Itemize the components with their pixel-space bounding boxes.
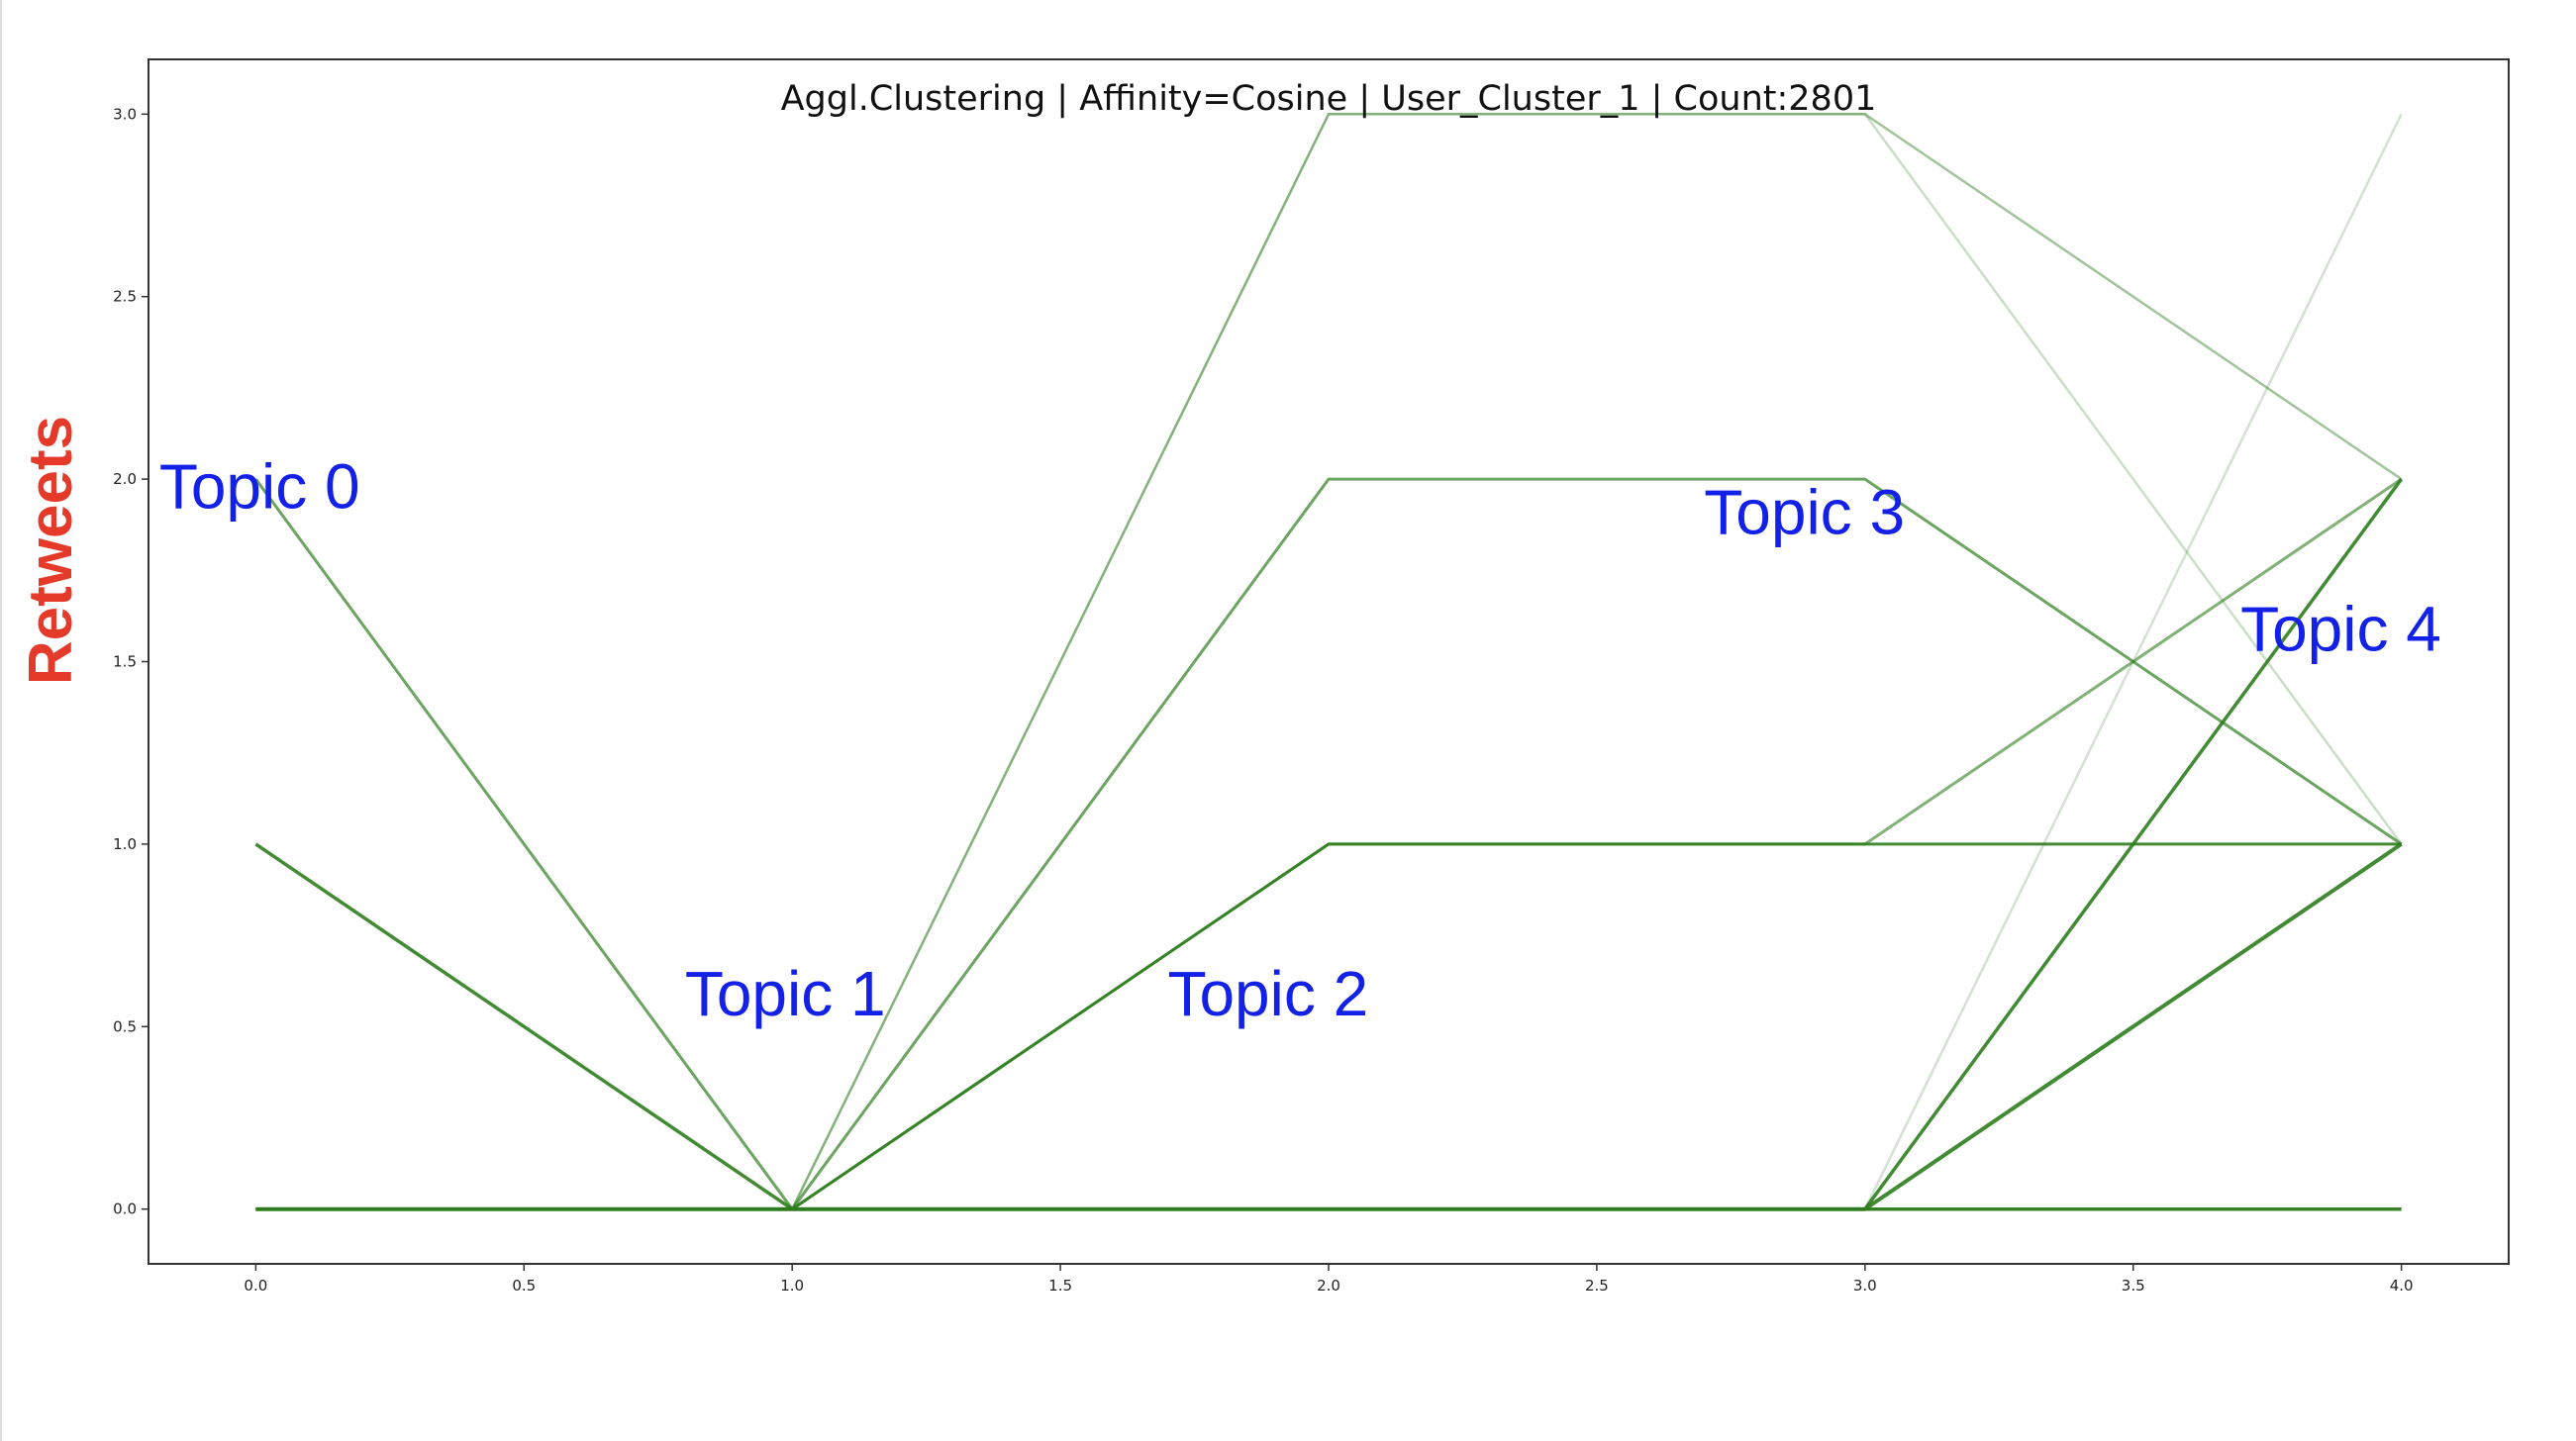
axis-ticks: 0.0 0.5 1.0 1.5 2.0 2.5 3.0 3.5 4.0 0.0 0.5 1.0 1.5 2… [113,105,2413,1295]
topic-annotation-3: Topic 3 [1704,476,1905,547]
topic-annotation-1: Topic 1 [685,958,886,1029]
y-tick-label: 0.0 [113,1201,137,1218]
y-tick-label: 2.0 [113,470,137,488]
series-line-8 [255,113,2403,1210]
series-line-2 [255,113,2403,1210]
x-tick-label: 0.0 [244,1277,267,1295]
series-lines [254,113,2404,1211]
plot-area-frame [148,58,2510,1265]
x-tick-label: 1.0 [780,1277,804,1295]
topic-annotation-4: Topic 4 [2240,593,2441,664]
series-line-9 [255,113,2403,1210]
x-tick-label: 0.5 [512,1277,536,1295]
y-tick-label: 3.0 [113,105,137,123]
x-tick-label: 1.5 [1048,1277,1072,1295]
topic-annotation-0: Topic 0 [159,451,360,523]
chart-title: Aggl.Clustering | Affinity=Cosine | User… [781,79,1877,119]
y-tick-label: 1.5 [113,653,137,671]
x-tick-label: 2.5 [1585,1277,1609,1295]
x-tick-label: 4.0 [2390,1277,2414,1295]
topic-annotations: Topic 0 Topic 1 Topic 2 Topic 3 Topic 4 [159,451,2441,1030]
y-tick-label: 0.5 [113,1017,137,1035]
y-tick-label: 2.5 [113,288,137,306]
topic-annotation-2: Topic 2 [1167,958,1368,1029]
x-tick-label: 2.0 [1317,1277,1340,1295]
x-tick-label: 3.0 [1853,1277,1877,1295]
y-tick-label: 1.0 [113,835,137,853]
series-line-4 [254,478,2402,1211]
x-tick-label: 3.5 [2122,1277,2145,1295]
y-axis-label: Retweets [17,416,85,685]
series-line-7 [255,477,2403,1211]
